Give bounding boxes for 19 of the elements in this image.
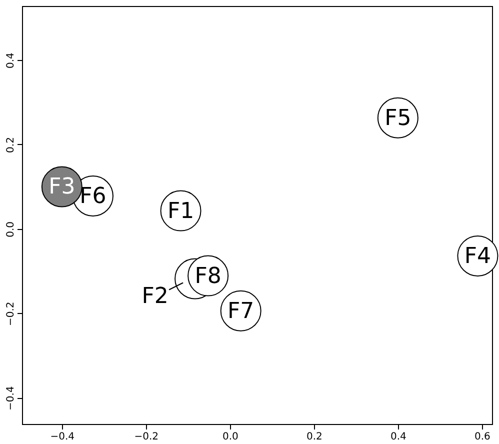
- annotation: F2: [142, 284, 168, 309]
- annotation: F5: [384, 106, 412, 131]
- annotation: F8: [194, 264, 222, 289]
- x-tick-label: −0.4: [50, 432, 75, 442]
- annotation: F4: [464, 244, 492, 269]
- x-tick-label: 0.2: [306, 432, 322, 442]
- x-tick-label: 0.4: [390, 432, 406, 442]
- annotation: F7: [228, 298, 254, 324]
- y-tick-label: 0.0: [6, 221, 16, 238]
- y-tick-label: −0.4: [6, 386, 16, 410]
- y-tick-label: 0.2: [6, 137, 16, 153]
- x-tick-label: 0.6: [474, 432, 490, 442]
- annotation: F3: [48, 174, 76, 200]
- annotation: F6: [80, 184, 106, 209]
- x-tick-label: −0.2: [134, 432, 159, 442]
- annotation: F1: [167, 198, 194, 224]
- x-tick-label: 0.0: [222, 432, 238, 442]
- y-tick-label: −0.2: [6, 302, 16, 326]
- y-tick-label: 0.4: [6, 52, 16, 68]
